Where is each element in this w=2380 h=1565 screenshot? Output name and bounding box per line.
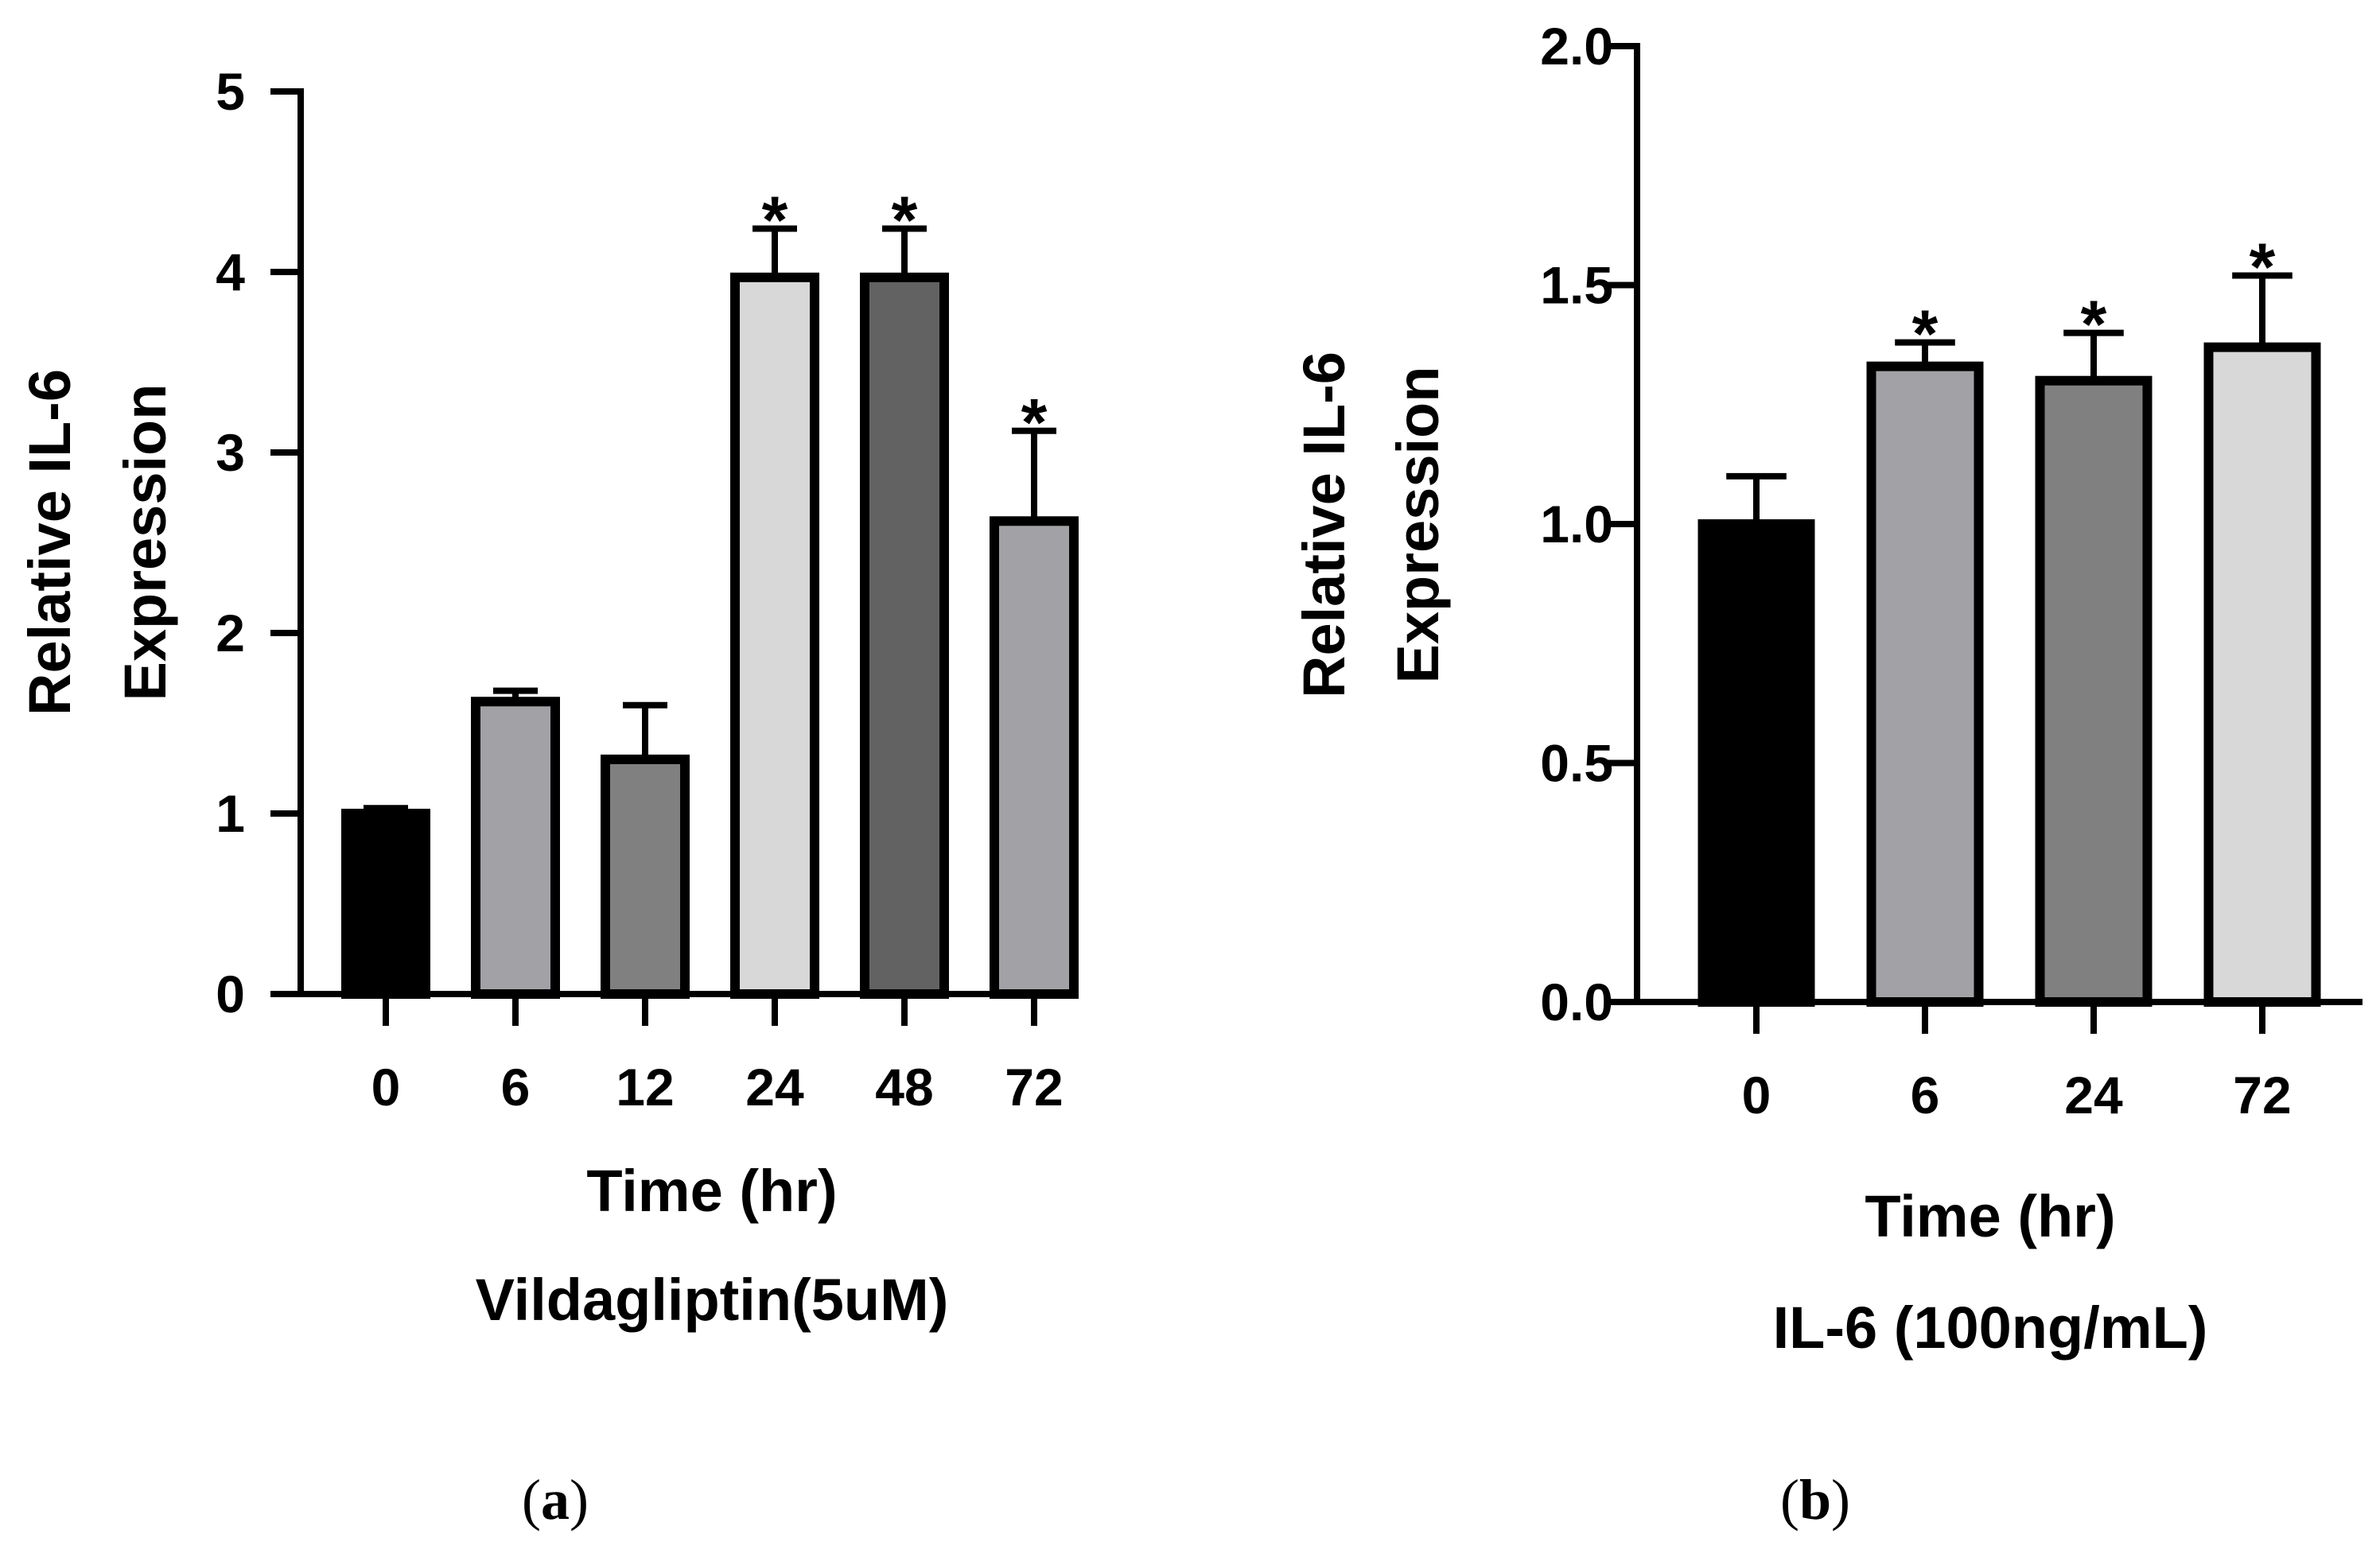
panel-b-bar-3 xyxy=(2203,342,2321,1007)
panel-b-bar-1 xyxy=(1866,361,1984,1008)
panel-a-x-tick-label-0: 0 xyxy=(371,1058,401,1116)
panel-a-panel-label: (a) xyxy=(522,1468,589,1532)
panel-a-y-tick-label-3: 3 xyxy=(216,423,245,482)
panel-b-y-axis-title-line-1: Expression xyxy=(1385,367,1451,684)
panel-a-bar-3 xyxy=(730,272,819,999)
panel-b-bar-2 xyxy=(2035,375,2152,1007)
panel-a-y-tick-label-1: 1 xyxy=(216,784,245,843)
panel-b-treatment-label: IL-6 (100ng/mL) xyxy=(1773,1295,2208,1361)
panel-b-x-axis-title: Time (hr) xyxy=(1865,1183,2115,1249)
panel-a-x-tick-label-3: 24 xyxy=(745,1058,804,1116)
panel-a-y-tick-label-4: 4 xyxy=(216,243,245,301)
panel-b-x-tick-label-1: 6 xyxy=(1911,1066,1940,1124)
panel-b-y-tick-label-2: 1.0 xyxy=(1540,495,1613,553)
panel-a-x-tick-label-5: 72 xyxy=(1005,1058,1063,1116)
panel-b-y-tick-label-4: 2.0 xyxy=(1540,17,1613,76)
panel-a-x-tick-label-4: 48 xyxy=(875,1058,933,1116)
panel-b-significance-star-3: * xyxy=(2250,229,2276,304)
panel-b-y-axis-title-line-0: Relative IL-6 xyxy=(1291,351,1357,698)
panel-a-bar-1 xyxy=(471,697,560,999)
panel-b-panel-label: (b) xyxy=(1780,1468,1850,1532)
panel-b-significance-star-2: * xyxy=(2081,287,2107,362)
panel-a-x-axis-title: Time (hr) xyxy=(586,1158,837,1224)
panel-a-significance-star-5: * xyxy=(1021,385,1048,460)
panel-a-significance-star-4: * xyxy=(892,183,918,258)
panel-a-y-tick-label-2: 2 xyxy=(216,604,245,662)
panel-a-bar-5 xyxy=(990,516,1079,999)
panel-a-bar-4 xyxy=(860,272,949,999)
panel-a-bar-2 xyxy=(601,754,690,1000)
panel-a-y-axis-title-line-1: Expression xyxy=(112,384,178,701)
panel-a-bar-0 xyxy=(341,809,430,999)
panel-b-y-tick-label-1: 0.5 xyxy=(1540,734,1613,793)
panel-b-bar-0 xyxy=(1698,519,1815,1007)
panel-a-y-tick-label-5: 5 xyxy=(216,62,245,121)
chart-panel-b: 0 * 6 * 24 * 72 0.0 0.5 1.0 1.5 2.0 Relative IL-6 Exp… xyxy=(1291,17,2362,1532)
panel-b-x-tick-label-3: 72 xyxy=(2233,1066,2291,1124)
panel-a-treatment-label: Vildagliptin(5uM) xyxy=(476,1267,949,1333)
panel-b-significance-star-1: * xyxy=(1912,297,1939,371)
panel-b-y-tick-label-0: 0.0 xyxy=(1540,973,1613,1031)
panel-a-y-tick-label-0: 0 xyxy=(216,965,245,1023)
panel-a-x-tick-label-2: 12 xyxy=(616,1058,674,1116)
panel-a-significance-star-3: * xyxy=(762,183,788,258)
panel-b-x-tick-label-2: 24 xyxy=(2064,1066,2123,1124)
panel-a-y-axis-title-line-0: Relative IL-6 xyxy=(17,369,83,716)
panel-b-x-tick-label-0: 0 xyxy=(1742,1066,1771,1124)
panel-a-x-tick-label-1: 6 xyxy=(501,1058,531,1116)
panel-b-y-tick-label-3: 1.5 xyxy=(1540,256,1613,315)
